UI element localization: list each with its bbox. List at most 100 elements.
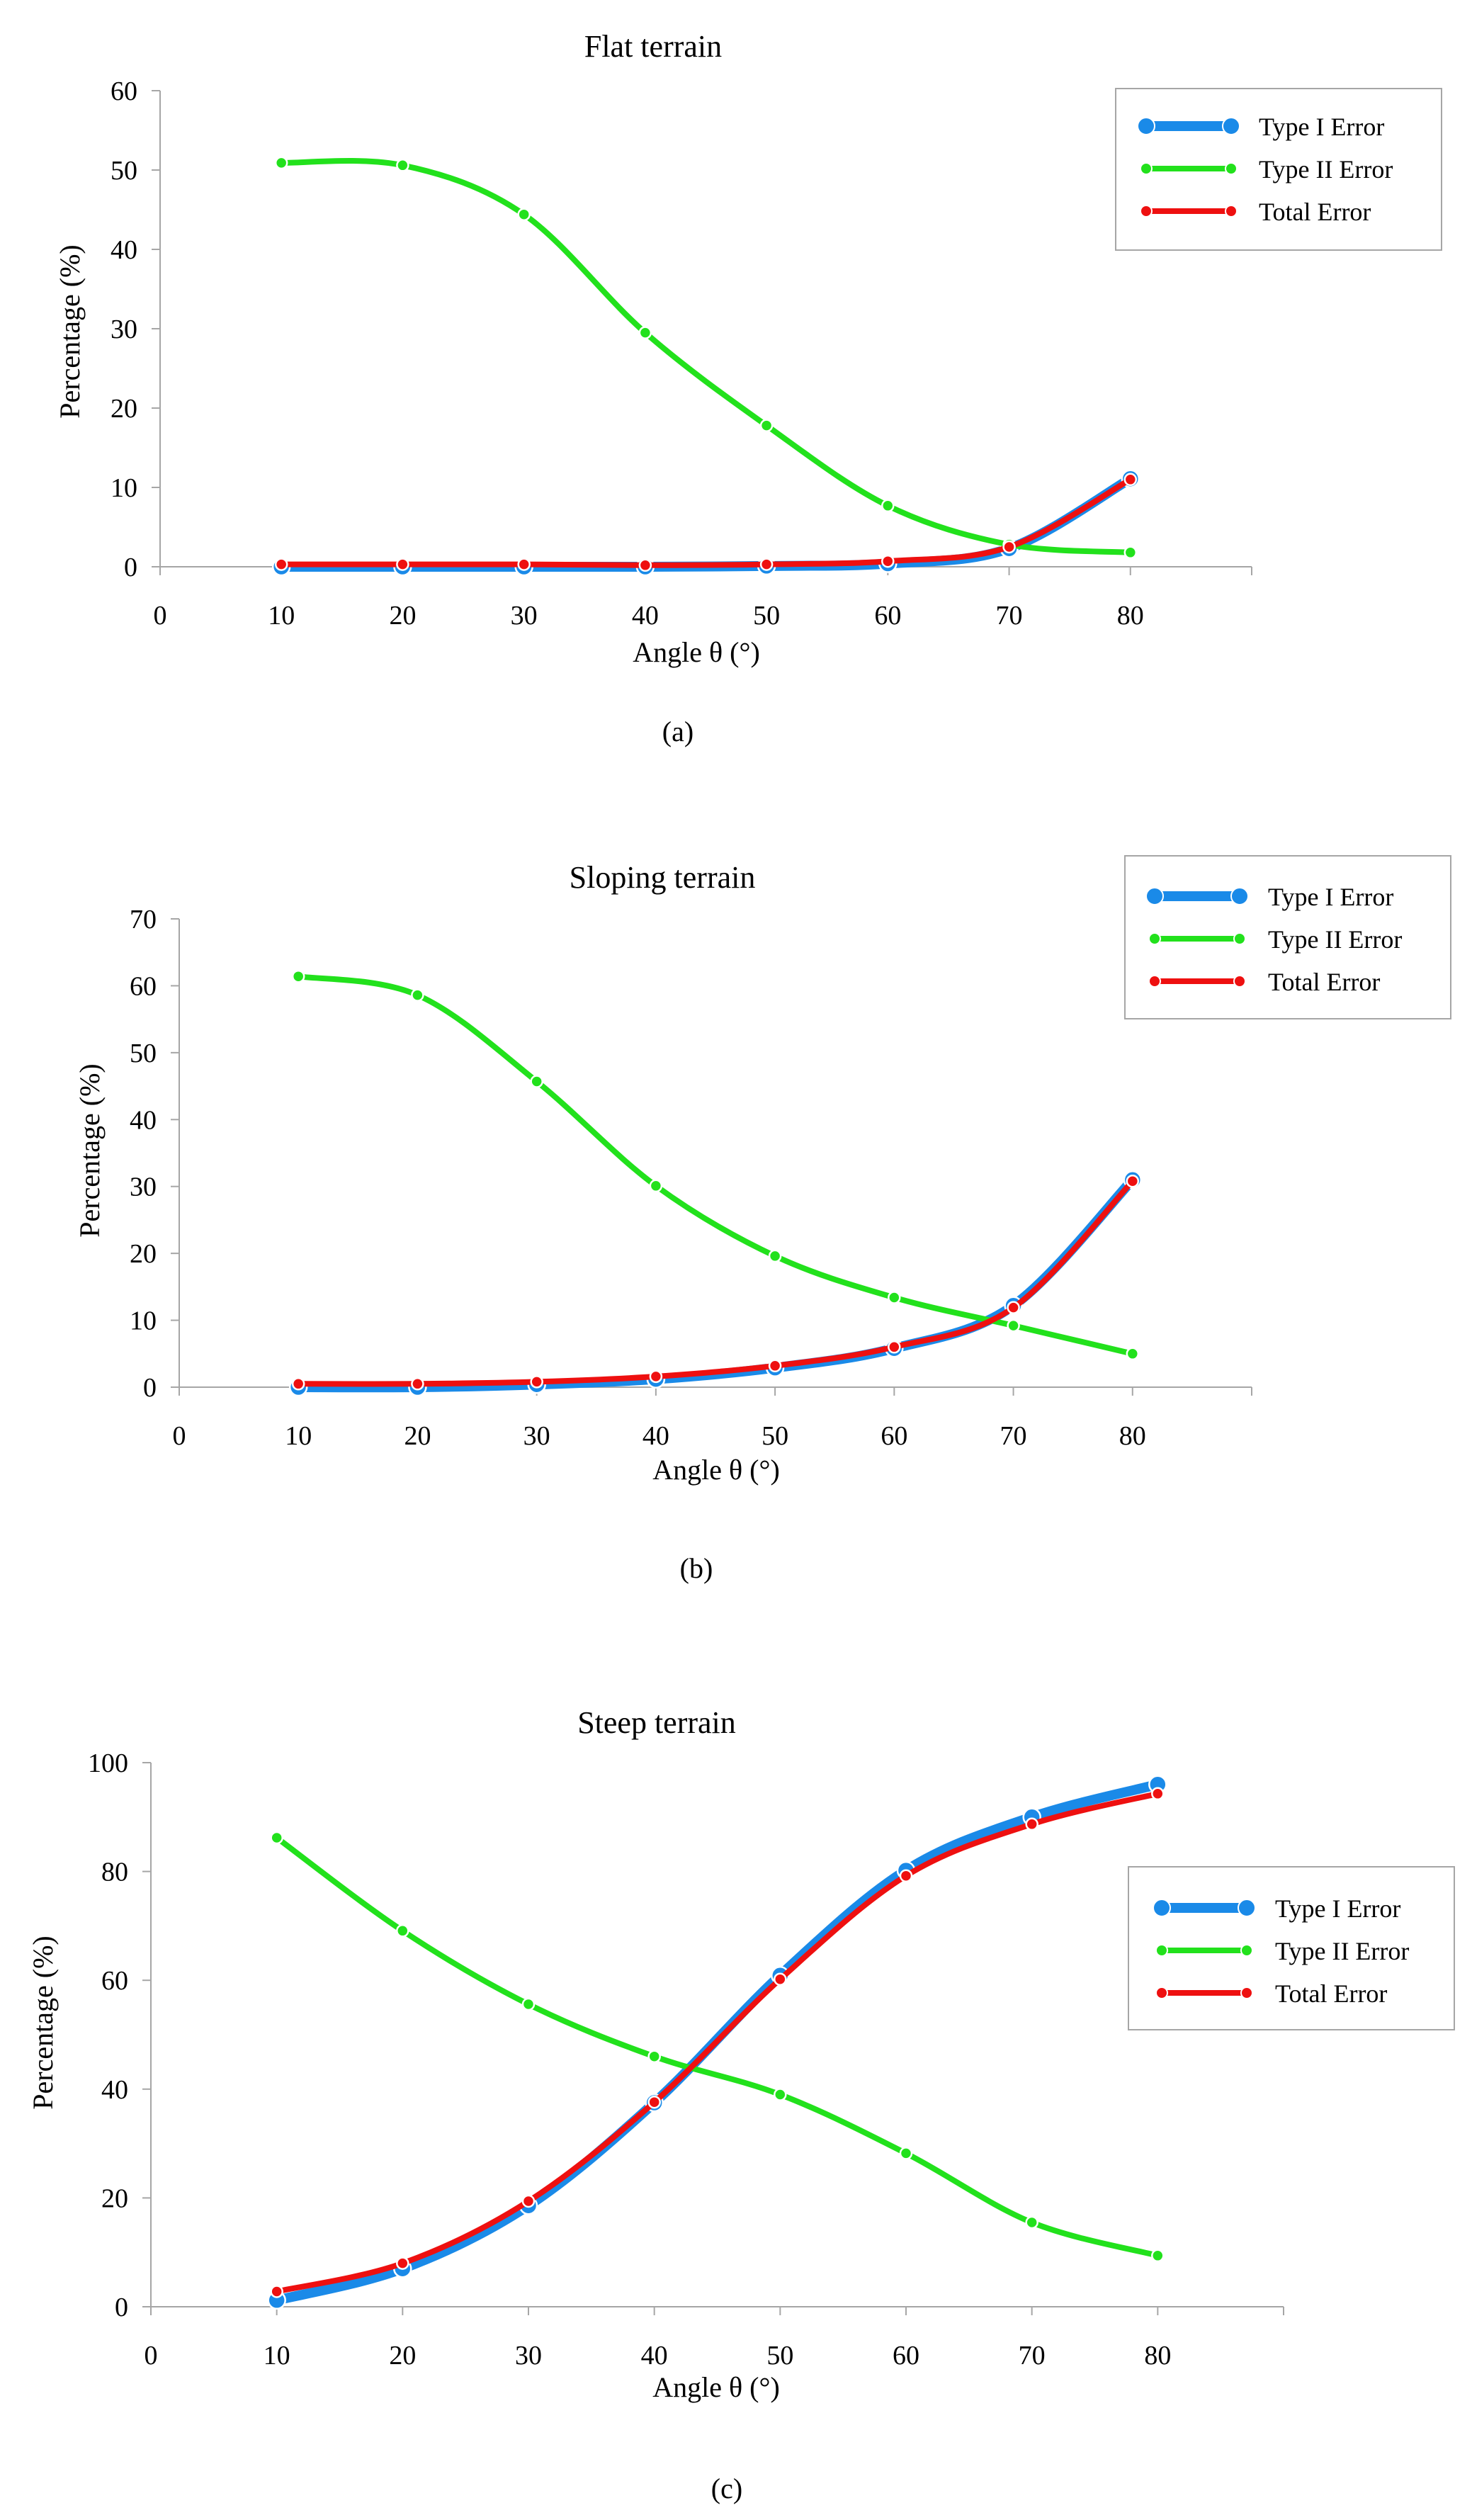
y-tick-label: 0 [143, 1373, 157, 1403]
y-tick-label: 0 [115, 2293, 128, 2322]
legend-label: Type II Error [1275, 1937, 1409, 1965]
total-error-point [881, 554, 895, 568]
x-tick-label: 70 [996, 601, 1023, 631]
legend: Type I Error Type II Error Total Error [1115, 88, 1442, 251]
y-tick-label: 10 [111, 473, 137, 503]
figure-caption: (c) [711, 2473, 742, 2504]
total-error-point [1151, 1787, 1165, 1801]
total-error-point [1025, 1817, 1038, 1831]
y-tick-label: 80 [101, 1858, 128, 1887]
x-tick-label: 0 [173, 1421, 186, 1451]
type-i-error-line [293, 1175, 1138, 1393]
y-tick-label: 40 [101, 2075, 128, 2105]
y-tick-label: 20 [111, 394, 137, 424]
legend: Type I Error Type II Error Total Error [1128, 1866, 1455, 2030]
total-error-point [774, 1972, 787, 1986]
total-error-point [759, 558, 774, 571]
y-tick-label: 50 [111, 156, 137, 186]
x-tick-label: 20 [389, 2341, 416, 2371]
series-total-error [270, 1787, 1165, 2298]
type-ii-error-point [1007, 1318, 1020, 1333]
total-error-line [295, 1178, 1136, 1387]
chart-steep-terrain: Steep terrain Percentage (%) Angle θ (°)… [27, 1705, 1455, 2504]
series-type-i-error [288, 1170, 1143, 1397]
legend-label: Total Error [1268, 968, 1380, 996]
type-ii-error-line [278, 158, 1133, 555]
total-error-point [899, 1869, 913, 1882]
type-ii-error-point [1126, 1347, 1140, 1361]
y-tick-label: 30 [130, 1173, 157, 1202]
x-tick-label: 0 [145, 2341, 158, 2371]
chart-flat-terrain: Flat terrain Percentage (%) Angle θ (°) … [54, 29, 1442, 747]
series-total-error [291, 1174, 1140, 1391]
x-tick-label: 30 [515, 2341, 542, 2371]
total-error-point [270, 2285, 283, 2298]
type-ii-error-point [1025, 2215, 1038, 2230]
type-ii-error-point [396, 1924, 409, 1938]
type-ii-error-line [295, 973, 1136, 1357]
y-tick-label: 0 [124, 553, 137, 582]
type-ii-error-point [396, 159, 409, 172]
type-ii-error-point [759, 419, 774, 432]
figure-caption: (b) [680, 1552, 713, 1584]
total-error-point [649, 1369, 663, 1384]
type-ii-error-point [411, 988, 424, 1002]
legend-entry-type-ii: Type II Error [1148, 925, 1402, 954]
x-tick-label: 50 [766, 2341, 793, 2371]
total-error-point [647, 2095, 661, 2109]
y-axis-label: Percentage (%) [27, 1936, 59, 2109]
total-error-point [768, 1359, 782, 1373]
y-tick-label: 50 [130, 1039, 157, 1068]
y-tick-label: 60 [111, 77, 137, 106]
total-error-point [411, 1377, 424, 1391]
type-ii-error-line [273, 1835, 1161, 2259]
legend-label: Total Error [1275, 1979, 1387, 2008]
chart-title: Steep terrain [577, 1705, 736, 1740]
y-tick-label: 30 [111, 315, 137, 344]
y-axis-label: Percentage (%) [54, 244, 86, 418]
type-ii-error-point [530, 1075, 543, 1088]
y-tick-label: 60 [101, 1966, 128, 1996]
type-ii-error-point [647, 2050, 661, 2063]
x-tick-label: 40 [641, 2341, 668, 2371]
x-tick-label: 70 [1019, 2341, 1046, 2371]
x-tick-label: 80 [1117, 601, 1144, 631]
legend-entry-total: Total Error [1148, 968, 1380, 996]
x-tick-label: 20 [389, 601, 416, 631]
type-ii-error-point [899, 2147, 913, 2160]
x-tick-label: 50 [762, 1421, 788, 1451]
legend: Type I Error Type II Error Total Error [1124, 855, 1451, 1019]
y-tick-label: 20 [101, 2183, 128, 2213]
y-tick-label: 10 [130, 1306, 157, 1336]
x-tick-label: 30 [523, 1421, 550, 1451]
y-tick-label: 40 [130, 1105, 157, 1135]
legend-entry-type-i: Type I Error [1137, 113, 1384, 141]
x-tick-label: 60 [893, 2341, 919, 2371]
chart-title: Flat terrain [584, 29, 722, 64]
legend-label: Type I Error [1268, 883, 1393, 911]
total-error-point [291, 1377, 305, 1391]
type-ii-error-point [270, 1831, 283, 1845]
x-tick-label: 0 [154, 601, 167, 631]
y-tick-label: 70 [130, 905, 157, 934]
legend-label: Type II Error [1268, 925, 1402, 954]
type-ii-error-point [274, 156, 288, 170]
y-axis-label: Percentage (%) [74, 1063, 106, 1237]
x-tick-label: 80 [1144, 2341, 1171, 2371]
type-ii-error-point [881, 499, 895, 513]
type-ii-error-point [888, 1291, 901, 1304]
x-tick-label: 40 [642, 1421, 669, 1451]
legend-label: Type I Error [1275, 1894, 1400, 1923]
total-error-point [1002, 540, 1016, 554]
total-error-line [278, 476, 1133, 568]
legend-label: Total Error [1259, 198, 1371, 226]
type-ii-error-point [768, 1249, 782, 1263]
legend-entry-total: Total Error [1140, 198, 1371, 226]
x-axis-label: Angle θ (°) [652, 2371, 780, 2403]
chart-title: Sloping terrain [570, 860, 756, 895]
type-ii-error-point [1123, 546, 1138, 560]
series-type-ii-error [291, 969, 1140, 1361]
legend-label: Type I Error [1259, 113, 1384, 141]
y-tick-label: 20 [130, 1239, 157, 1269]
x-tick-label: 10 [285, 1421, 312, 1451]
